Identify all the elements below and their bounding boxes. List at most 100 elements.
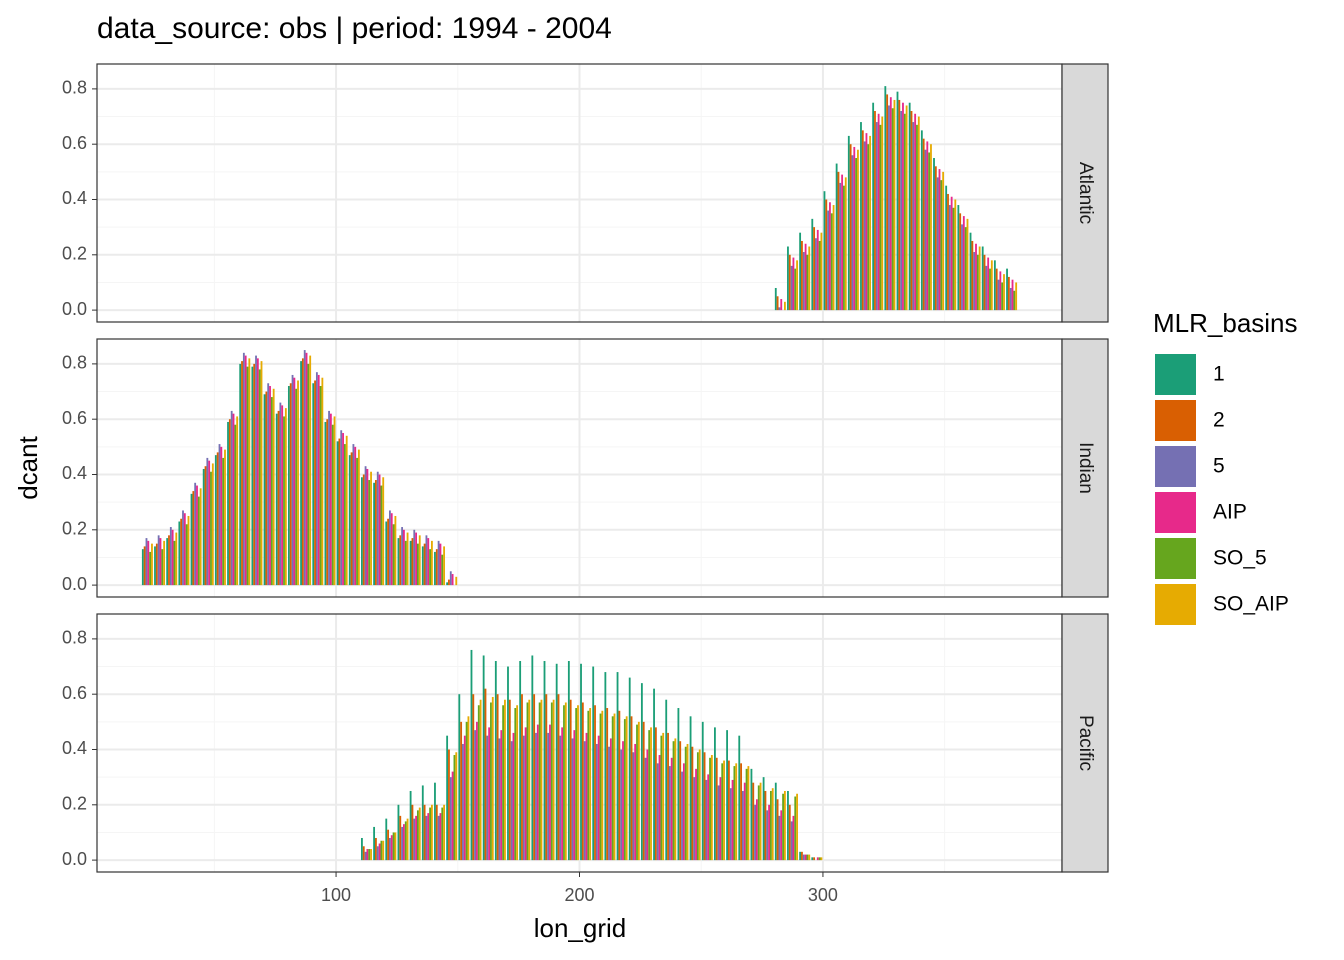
- bar: [356, 457, 358, 586]
- bar: [500, 730, 503, 861]
- bar: [211, 463, 214, 586]
- legend-label: 1: [1213, 363, 1225, 386]
- bar: [463, 735, 466, 861]
- bar: [352, 444, 355, 586]
- y-tick-label: 0.8: [62, 628, 87, 648]
- bar: [843, 185, 845, 311]
- bar: [733, 766, 736, 861]
- bar: [458, 694, 461, 861]
- bar: [173, 540, 176, 586]
- bar: [816, 857, 819, 861]
- legend-label: AIP: [1213, 501, 1247, 524]
- bar: [561, 727, 564, 861]
- bar: [549, 724, 551, 861]
- bar: [373, 482, 376, 586]
- bar: [375, 837, 377, 861]
- bar: [265, 391, 268, 586]
- bar: [794, 796, 797, 861]
- bar: [169, 527, 172, 586]
- bar: [512, 732, 515, 861]
- bar: [185, 524, 188, 586]
- bar: [917, 116, 920, 311]
- bar: [727, 760, 730, 861]
- y-axis-label: dcant: [13, 435, 43, 499]
- bar: [149, 551, 152, 586]
- bar: [516, 705, 519, 861]
- bar: [519, 661, 522, 861]
- bar: [260, 361, 263, 586]
- bar: [314, 380, 316, 586]
- bar: [321, 377, 324, 586]
- bar: [375, 480, 377, 586]
- strip: [1061, 338, 1109, 598]
- bar: [425, 535, 428, 586]
- bar: [409, 790, 412, 861]
- bar: [362, 474, 365, 586]
- bar: [439, 813, 442, 861]
- bar: [920, 130, 923, 311]
- strip: [1061, 613, 1109, 873]
- bar: [239, 363, 242, 586]
- legend-label: SO_5: [1213, 547, 1267, 570]
- bar: [589, 708, 592, 861]
- bar: [385, 521, 388, 586]
- bar: [620, 749, 623, 861]
- bar: [740, 763, 742, 861]
- bar: [241, 361, 243, 586]
- legend-key: [1155, 400, 1196, 441]
- bar: [253, 363, 256, 586]
- bar: [446, 582, 449, 586]
- bar: [701, 721, 704, 861]
- bar: [573, 730, 576, 861]
- bar: [507, 666, 509, 861]
- bar: [755, 799, 758, 861]
- bar: [326, 419, 329, 586]
- bar: [474, 730, 477, 861]
- bar: [448, 579, 450, 586]
- x-tick-label: 100: [321, 885, 351, 905]
- bar: [411, 804, 414, 861]
- bar: [403, 824, 405, 861]
- bar: [851, 155, 854, 311]
- bar: [336, 441, 339, 586]
- bar: [293, 377, 296, 586]
- bar: [368, 849, 371, 861]
- bar: [672, 741, 675, 861]
- bar: [550, 702, 553, 861]
- bar: [300, 361, 302, 586]
- bar: [849, 144, 852, 311]
- bar: [1003, 274, 1005, 311]
- bar: [448, 749, 450, 861]
- bar: [145, 538, 148, 586]
- bar: [689, 716, 692, 861]
- bar: [449, 571, 452, 586]
- bar: [309, 355, 312, 586]
- bar: [606, 708, 609, 861]
- bar: [681, 771, 683, 861]
- legend-label: 2: [1213, 409, 1225, 432]
- bar: [790, 821, 793, 861]
- bar: [595, 743, 598, 861]
- bar: [498, 738, 501, 861]
- bar: [545, 694, 548, 861]
- bar: [801, 240, 803, 311]
- bar: [357, 449, 360, 586]
- bar: [677, 708, 680, 861]
- bar: [754, 804, 756, 861]
- bar: [726, 730, 728, 861]
- bar: [632, 752, 635, 861]
- bar: [650, 727, 652, 861]
- bar: [861, 130, 864, 311]
- bar: [934, 166, 937, 311]
- bar: [948, 205, 951, 311]
- bar: [575, 708, 578, 861]
- bar: [552, 699, 555, 861]
- bar: [343, 444, 346, 586]
- bar: [547, 732, 550, 861]
- bar: [559, 735, 562, 861]
- bar: [479, 699, 482, 861]
- bar: [467, 716, 470, 861]
- bar: [397, 538, 400, 586]
- bar: [409, 540, 412, 586]
- legend-label: SO_AIP: [1213, 593, 1289, 616]
